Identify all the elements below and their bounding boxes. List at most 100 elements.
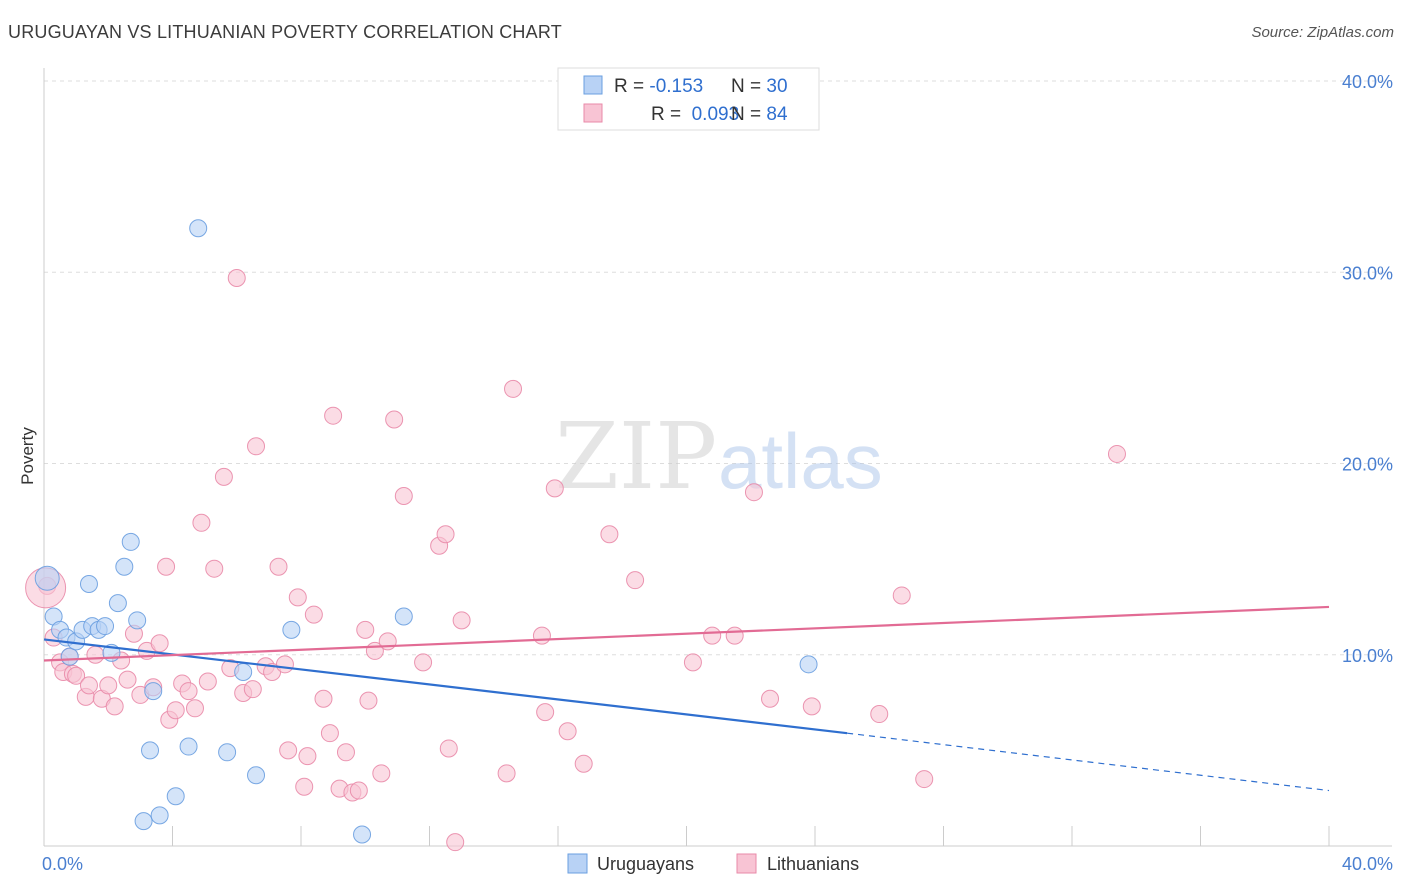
point-lithuanians-50 [349,781,368,800]
correlation-legend: R = -0.153 N = 30 R = 0.093 N = 84 [557,67,820,131]
trendline-lithuanians [43,605,1330,662]
point-lithuanians-8 [79,676,98,695]
series-legend-swatch-uruguayans [567,853,588,874]
point-uruguayans-29 [799,655,818,674]
point-lithuanians-29 [214,467,233,486]
point-lithuanians-67 [536,703,555,722]
trend-layer [43,605,1330,792]
point-lithuanians-33 [243,680,262,699]
svg-text:N = 30: N = 30 [731,76,788,97]
point-lithuanians-40 [288,588,307,607]
point-lithuanians-11 [99,676,118,695]
grid-layer [44,80,1392,656]
y-tick-label-1: 20.0% [1342,455,1393,475]
point-lithuanians-77 [761,689,780,708]
series-legend: Uruguayans Lithuanians [567,853,859,874]
point-lithuanians-81 [915,770,934,789]
point-lithuanians-74 [703,626,722,645]
point-uruguayans-17 [141,741,160,760]
point-uruguayans-19 [150,806,169,825]
point-uruguayans-12 [108,594,127,613]
point-lithuanians-26 [192,513,211,532]
point-lithuanians-80 [892,586,911,605]
point-lithuanians-69 [558,722,577,741]
point-uruguayans-23 [218,743,237,762]
point-uruguayans-15 [128,611,147,630]
point-lithuanians-20 [157,557,176,576]
axis-layer: 10.0% 20.0% 30.0% 40.0% 0.0% 40.0% [42,68,1393,874]
svg-text:R = -0.153: R = -0.153 [614,76,703,97]
chart-title: URUGUAYAN VS LITHUANIAN POVERTY CORRELAT… [8,22,562,42]
point-uruguayans-7 [79,574,98,593]
point-uruguayans-18 [144,682,163,701]
point-lithuanians-60 [436,525,455,544]
point-uruguayans-26 [282,620,301,639]
point-lithuanians-66 [532,626,551,645]
point-lithuanians-54 [372,764,391,783]
y-tick-label-2: 30.0% [1342,263,1393,283]
point-lithuanians-27 [198,672,217,691]
point-lithuanians-42 [298,747,317,766]
watermark-zip: ZIP [555,403,717,510]
legend-r-value-1: -0.153 [649,76,703,97]
point-lithuanians-70 [574,754,593,773]
legend-r-label-2: R = [651,104,686,125]
point-lithuanians-48 [336,743,355,762]
point-lithuanians-34 [247,437,266,456]
point-lithuanians-76 [744,483,763,502]
legend-n-label-1: N = [731,76,766,97]
point-lithuanians-61 [439,739,458,758]
point-lithuanians-75 [725,626,744,645]
point-lithuanians-73 [683,653,702,672]
point-lithuanians-64 [497,764,516,783]
point-lithuanians-82 [1107,444,1126,463]
point-lithuanians-37 [269,557,288,576]
point-lithuanians-43 [304,605,323,624]
svg-text:R = 0.093: R = 0.093 [614,104,766,125]
x-tick-label-0: 0.0% [42,854,83,874]
point-lithuanians-6 [67,666,86,685]
point-lithuanians-19 [150,634,169,653]
point-lithuanians-72 [626,571,645,590]
series-legend-label-uruguayans: Uruguayans [597,854,694,874]
point-lithuanians-24 [179,682,198,701]
legend-n-value-2: 84 [766,104,788,125]
point-lithuanians-51 [356,620,375,639]
point-uruguayans-21 [179,737,198,756]
point-uruguayans-14 [121,532,140,551]
legend-n-label-2: N = [731,104,766,125]
svg-text:N = 84: N = 84 [731,104,788,125]
point-lithuanians-58 [414,653,433,672]
point-lithuanians-38 [275,655,294,674]
point-uruguayans-22 [189,219,208,238]
point-lithuanians-12 [105,697,124,716]
watermark-atlas: atlas [718,417,883,505]
point-uruguayans-10 [96,617,115,636]
point-uruguayans-28 [394,607,413,626]
point-lithuanians-65 [504,379,523,398]
point-lithuanians-31 [227,268,246,287]
point-lithuanians-22 [166,701,185,720]
point-lithuanians-57 [394,487,413,506]
point-lithuanians-71 [600,525,619,544]
legend-swatch-uruguayans [583,75,603,95]
point-lithuanians-79 [870,705,889,724]
y-axis-label: Poverty [18,427,37,485]
point-uruguayans-4 [60,647,79,666]
chart-source: Source: ZipAtlas.com [1251,24,1394,41]
trendline-extension-uruguayans [847,732,1330,792]
point-lithuanians-28 [205,559,224,578]
point-uruguayans-16 [134,812,153,831]
point-lithuanians-45 [320,724,339,743]
points-layer [25,219,1126,852]
point-uruguayans-25 [247,766,266,785]
legend-n-value-1: 30 [766,76,787,97]
watermark: ZIP atlas [555,403,883,510]
y-tick-label-3: 40.0% [1342,72,1393,92]
point-uruguayans-20 [166,787,185,806]
point-lithuanians-56 [385,410,404,429]
point-lithuanians-46 [324,406,343,425]
x-tick-label-1: 40.0% [1342,854,1393,874]
point-lithuanians-62 [446,833,465,852]
